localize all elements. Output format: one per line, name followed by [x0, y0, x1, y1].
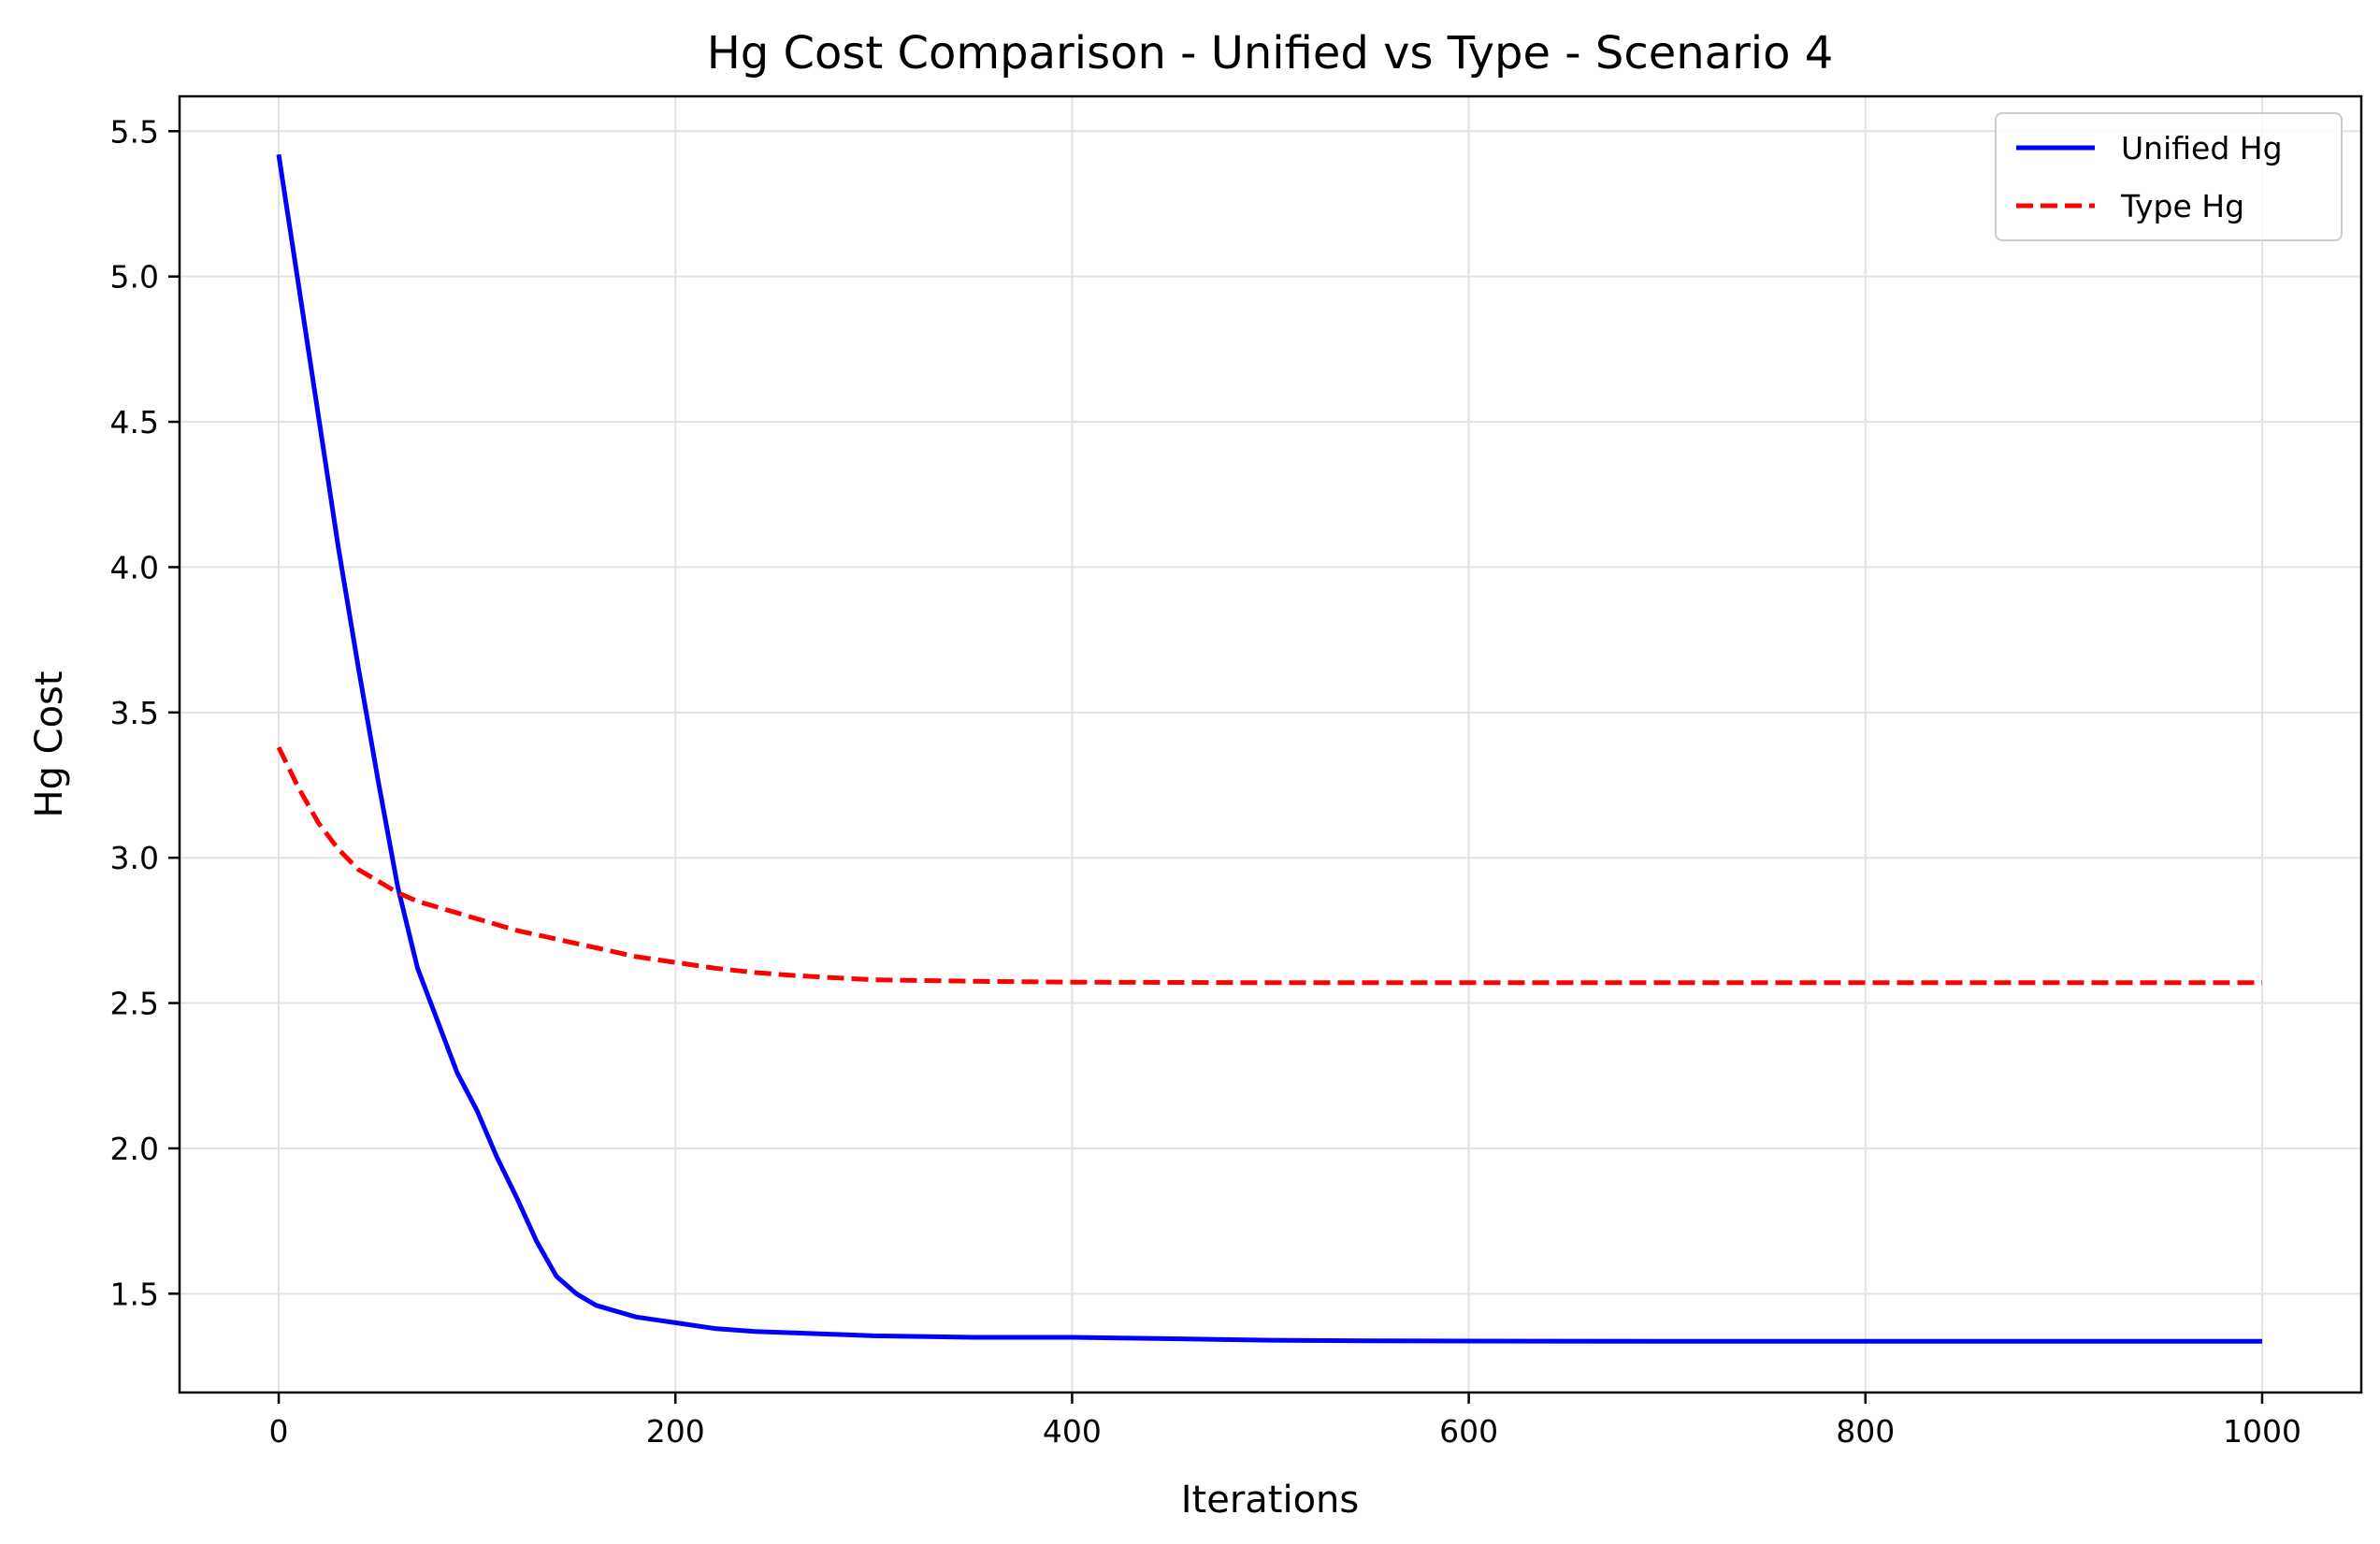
legend-label-unified-hg: Unified Hg — [2121, 130, 2283, 166]
legend-label-type-hg: Type Hg — [2120, 188, 2244, 224]
series-line-type-hg — [276, 746, 2262, 986]
x-tick-label: 400 — [1043, 1413, 1102, 1450]
x-tick-label: 0 — [269, 1413, 289, 1450]
axis-ticks: 0 200 400 600 800 1000 1.5 2.0 2.5 3.0 3.5 4.0 4.5 5.… — [110, 113, 2301, 1450]
y-tick-label: 3.0 — [110, 840, 159, 876]
y-tick-label: 5.5 — [110, 113, 159, 150]
chart-title: Hg Cost Comparison - Unified vs Type - S… — [707, 27, 1834, 79]
grid — [180, 96, 2361, 1392]
y-tick-label: 2.0 — [110, 1131, 159, 1167]
y-tick-label: 2.5 — [110, 986, 159, 1022]
y-tick-label: 4.5 — [110, 404, 159, 440]
x-tick-label: 800 — [1836, 1413, 1895, 1450]
plot-frame — [178, 94, 2363, 1394]
series-line-unified-hg — [276, 153, 2262, 1344]
y-tick-label: 4.0 — [110, 549, 159, 585]
x-tick-label: 1000 — [2223, 1413, 2301, 1450]
y-axis-label: Hg Cost — [28, 671, 71, 817]
legend: Unified Hg Type Hg — [1995, 112, 2343, 241]
legend-box — [1995, 112, 2343, 241]
y-tick-label: 3.5 — [110, 695, 159, 731]
x-axis-label: Iterations — [1181, 1479, 1360, 1522]
x-tick-label: 600 — [1439, 1413, 1498, 1450]
y-tick-label: 1.5 — [110, 1276, 159, 1312]
series-layer — [276, 153, 2262, 1344]
y-tick-label: 5.0 — [110, 259, 159, 296]
x-tick-label: 200 — [646, 1413, 705, 1450]
